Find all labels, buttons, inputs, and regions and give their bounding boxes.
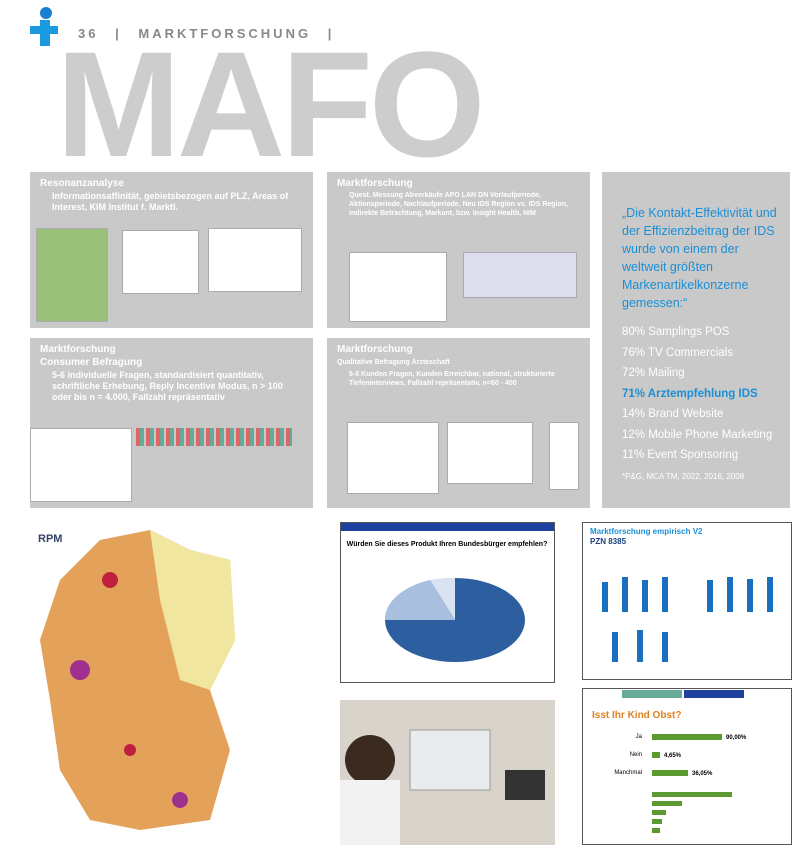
flyer-thumb (549, 422, 579, 490)
chart-subtitle: PZN 8385 (590, 537, 627, 546)
row-label: Manchmal (614, 770, 642, 776)
bar (652, 770, 688, 776)
panel-heading: Marktforschung (337, 178, 413, 189)
pie-question: Würden Sie dieses Produkt Ihren Bundesbü… (347, 541, 548, 548)
chart-question: Isst Ihr Kind Obst? (592, 710, 681, 721)
bar (652, 752, 660, 758)
page-number: 36 (78, 26, 99, 41)
quote-item: 72% Mailing (622, 367, 685, 379)
footnote: *P&G, MCA TM, 2022, 2016, 2008 (622, 471, 745, 481)
logo (30, 7, 58, 46)
map-image: RPM (30, 520, 245, 840)
quote-item: 71% Arztempfehlung IDS (622, 387, 758, 400)
panel-body: 5-6 individuelle Fragen, standardisiert … (52, 370, 283, 402)
quote-item: 12% Mobile Phone Marketing (622, 428, 773, 441)
panel: Marktforschung Consumer Befragung 5-6 in… (30, 338, 313, 508)
chart-thumb (349, 252, 447, 322)
chart-thumb (30, 428, 132, 502)
row-label: Nein (630, 752, 642, 758)
panel: Marktforschung Quest. Messung Abverkäufe… (327, 172, 590, 328)
map-logo: RPM (38, 533, 62, 545)
table-thumb (463, 252, 577, 298)
row-value: 4,65% (664, 753, 682, 759)
row-value: 36,05% (692, 771, 713, 777)
panel: Resonanzanalyse Informationsaffinität, g… (30, 172, 313, 328)
big-title: MAFO (56, 20, 486, 188)
quote-item: 76% TV Commercials (622, 346, 733, 359)
chart-title: Marktforschung empirisch V2 (590, 527, 703, 536)
bar-chart-image: Marktforschung empirisch V2 PZN 8385 (582, 522, 792, 680)
panel-body: Quest. Messung Abverkäufe APO LAN DN Vor… (349, 192, 568, 217)
quote-item: 11% Event Sponsoring (622, 449, 739, 461)
map-thumb (36, 228, 108, 322)
people-thumb (136, 428, 292, 446)
panel-subheading: Qualitative Befragung Ärzteschaft (337, 359, 450, 366)
panel-heading: Marktforschung (337, 344, 413, 355)
table-thumb (208, 228, 302, 292)
pie-image: Würden Sie dieses Produkt Ihren Bundesbü… (340, 522, 555, 683)
quote-item: 14% Brand Website (622, 408, 724, 420)
pie-thumb (447, 422, 533, 484)
form-thumb (347, 422, 439, 494)
bar (652, 734, 722, 740)
panel-body: 5-8 Kunden Fragen, Kunden Erreichbar, na… (349, 371, 555, 387)
panel: Marktforschung Qualitative Befragung Ärz… (327, 338, 590, 508)
panel-heading: Marktforschung (40, 344, 116, 355)
panel-subheading: Consumer Befragung (40, 357, 143, 368)
quote-panel: „Die Kontakt-Effektivität und der Effizi… (602, 172, 790, 508)
panel-body: Informationsaffinität, gebietsbezogen au… (52, 191, 289, 212)
chart-thumb (122, 230, 199, 294)
row-label: Ja (636, 734, 643, 740)
row-value: 90,00% (726, 735, 747, 741)
bar-chart-image: Isst Ihr Kind Obst? Ja 90,00% Nein 4,65% Man… (582, 688, 792, 845)
page-header: 36 | MARKTFORSCHUNG | (78, 26, 335, 41)
section-title: MARKTFORSCHUNG (138, 26, 312, 41)
panel-heading: Resonanzanalyse (40, 178, 124, 189)
quote-text: „Die Kontakt-Effektivität und der Effizi… (622, 206, 777, 310)
quote-item: 80% Samplings POS (622, 326, 730, 338)
photo (340, 700, 555, 845)
